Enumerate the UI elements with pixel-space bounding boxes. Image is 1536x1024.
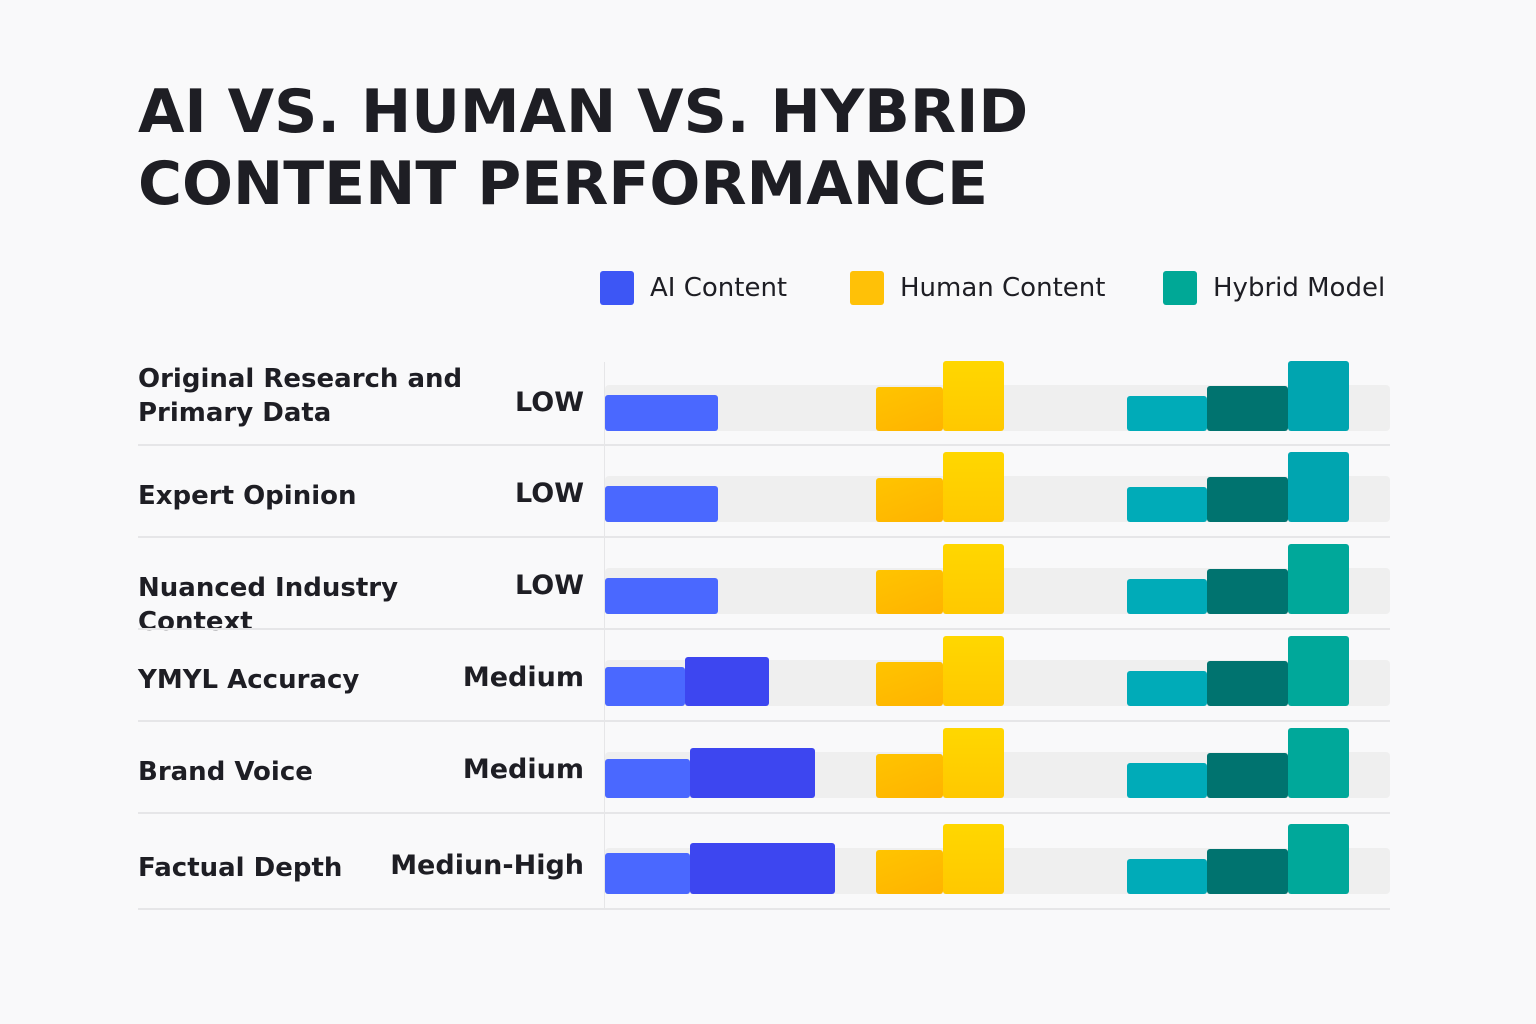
ai-level-label: LOW <box>515 387 584 418</box>
ai-level-label: Medium <box>462 754 584 785</box>
hybrid-bar-high <box>1288 361 1349 431</box>
category-label: Brand Voice <box>138 757 313 787</box>
row-divider <box>138 908 1390 910</box>
ai-bar-light <box>605 395 718 431</box>
human-bar-high <box>943 728 1004 798</box>
legend-label: Hybrid Model <box>1213 273 1386 303</box>
hybrid-bar-mid <box>1207 569 1288 614</box>
category-label: Nuanced Industry Context <box>138 573 399 637</box>
ai-bar-light <box>605 853 690 894</box>
row-divider <box>138 536 1390 538</box>
hybrid-bar-high <box>1288 452 1349 522</box>
ai-level-label: LOW <box>515 570 584 601</box>
hybrid-bar-mid <box>1207 386 1288 431</box>
human-bar-low <box>876 478 943 522</box>
legend-hybrid: Hybrid Model <box>1163 271 1385 305</box>
legend-human: Human Content <box>850 271 1105 305</box>
human-bar-high <box>943 361 1004 431</box>
hybrid-bar-low <box>1127 763 1207 798</box>
human-bar-high <box>943 452 1004 522</box>
human-bar-low <box>876 850 943 894</box>
human-bar-low <box>876 754 943 798</box>
human-bar-low <box>876 570 943 614</box>
ai-bar-light <box>605 759 690 798</box>
ai-bar-light <box>605 667 685 706</box>
legend-swatch-ai <box>600 271 634 305</box>
ai-level-label: Mediun-High <box>390 850 584 881</box>
hybrid-bar-mid <box>1207 849 1288 894</box>
human-bar-high <box>943 824 1004 894</box>
hybrid-bar-low <box>1127 579 1207 614</box>
legend-swatch-hybrid <box>1163 271 1197 305</box>
chart-title: AI VS. HUMAN VS. HYBRID CONTENT PERFORMAN… <box>138 76 1028 220</box>
category-label: Factual Depth <box>138 853 343 883</box>
category-label: Original Research and Primary Data <box>138 364 463 428</box>
row-divider <box>138 444 1390 446</box>
hybrid-bar-mid <box>1207 753 1288 798</box>
axis-line <box>604 362 605 908</box>
legend-label: Human Content <box>900 273 1106 303</box>
ai-bar-dark <box>685 657 769 706</box>
hybrid-bar-mid <box>1207 661 1288 706</box>
hybrid-bar-low <box>1127 859 1207 894</box>
ai-bar-light <box>605 578 718 614</box>
legend-ai: AI Content <box>600 271 787 305</box>
hybrid-bar-high <box>1288 728 1349 798</box>
human-bar-low <box>876 387 943 431</box>
hybrid-bar-high <box>1288 636 1349 706</box>
title-line-2: CONTENT PERFORMANCE <box>138 149 988 219</box>
category-label: Expert Opinion <box>138 481 357 511</box>
ai-bar-dark <box>690 748 815 798</box>
human-bar-low <box>876 662 943 706</box>
category-label: YMYL Accuracy <box>138 665 360 695</box>
hybrid-bar-high <box>1288 824 1349 894</box>
hybrid-bar-low <box>1127 396 1207 431</box>
legend-label: AI Content <box>650 273 788 303</box>
ai-bar-light <box>605 486 718 522</box>
hybrid-bar-mid <box>1207 477 1288 522</box>
title-line-1: AI VS. HUMAN VS. HYBRID <box>138 77 1029 147</box>
ai-level-label: Medium <box>462 662 584 693</box>
ai-bar-dark <box>690 843 835 894</box>
row-divider <box>138 812 1390 814</box>
hybrid-bar-low <box>1127 487 1207 522</box>
row-divider <box>138 628 1390 630</box>
row-divider <box>138 720 1390 722</box>
hybrid-bar-low <box>1127 671 1207 706</box>
legend-swatch-human <box>850 271 884 305</box>
human-bar-high <box>943 636 1004 706</box>
hybrid-bar-high <box>1288 544 1349 614</box>
ai-level-label: LOW <box>515 478 584 509</box>
human-bar-high <box>943 544 1004 614</box>
